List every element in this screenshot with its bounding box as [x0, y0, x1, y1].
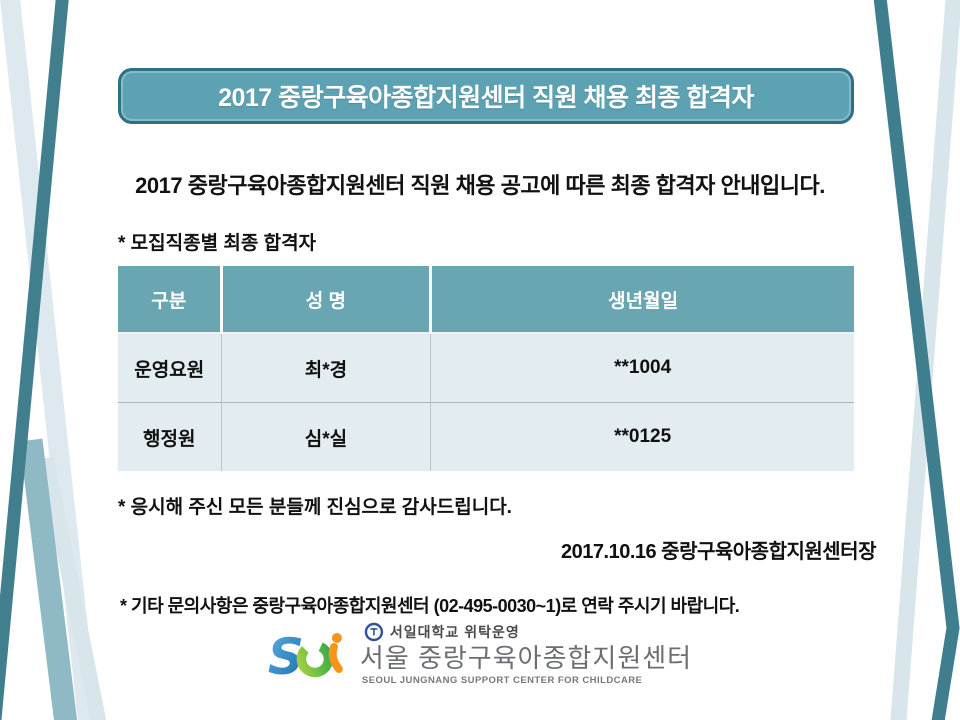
footer-logo-block: S 서일대학교 위탁운영 서울 중랑구육아종합지원센터 SEOUL JUNGNA…: [268, 622, 692, 686]
column-header-birthdate: 생년월일: [429, 266, 854, 334]
operator-label: 서일대학교 위탁운영: [389, 624, 520, 640]
center-name-en: SEOUL JUNGNANG SUPPORT CENTER FOR CHILDC…: [361, 674, 643, 686]
stripe-dark-left: [0, 0, 69, 720]
seoil-university-emblem-icon: [364, 622, 384, 642]
sci-childcare-logo-icon: S: [268, 628, 343, 684]
contact-note: * 기타 문의사항은 중랑구육아종합지원센터 (02-495-0030~1)로 …: [120, 596, 740, 616]
cell-birthdate: **0125: [430, 402, 854, 471]
operator-line: 서일대학교 위탁운영: [364, 622, 692, 642]
section-note: * 모집직종별 최종 합격자: [118, 233, 317, 254]
cell-birthdate: **1004: [430, 333, 854, 403]
subtitle-text: 2017 중랑구육아종합지원센터 직원 채용 공고에 따른 최종 합격자 안내입…: [135, 173, 825, 198]
cell-category: 운영요원: [118, 333, 222, 403]
final-candidates-table: 구분 성 명 생년월일 운영요원 최*경 **1004 행정원 심*실 **01…: [118, 266, 854, 471]
stripe-pale-left-2: [38, 456, 107, 720]
thanks-note: * 응시해 주신 모든 분들께 진심으로 감사드립니다.: [118, 497, 512, 518]
title-banner: 2017 중랑구육아종합지원센터 직원 채용 최종 합격자: [118, 68, 854, 124]
cell-name: 최*경: [220, 333, 431, 403]
cell-category: 행정원: [118, 402, 222, 471]
date-signature: 2017.10.16 중랑구육아종합지원센터장: [561, 541, 876, 563]
stripe-dark-right: [873, 0, 960, 720]
table-row: 운영요원 최*경 **1004: [118, 333, 854, 403]
table-header-row: 구분 성 명 생년월일: [118, 266, 854, 334]
table-row: 행정원 심*실 **0125: [118, 402, 854, 471]
column-header-category: 구분: [118, 266, 222, 334]
cell-name: 심*실: [220, 402, 431, 471]
stripe-medium-left: [19, 438, 78, 720]
column-header-name: 성 명: [219, 266, 431, 334]
page-title: 2017 중랑구육아종합지원센터 직원 채용 최종 합격자: [218, 84, 754, 112]
footer-text: 서일대학교 위탁운영 서울 중랑구육아종합지원센터 SEOUL JUNGNANG…: [360, 622, 692, 686]
center-name: 서울 중랑구육아종합지원센터: [359, 643, 693, 673]
